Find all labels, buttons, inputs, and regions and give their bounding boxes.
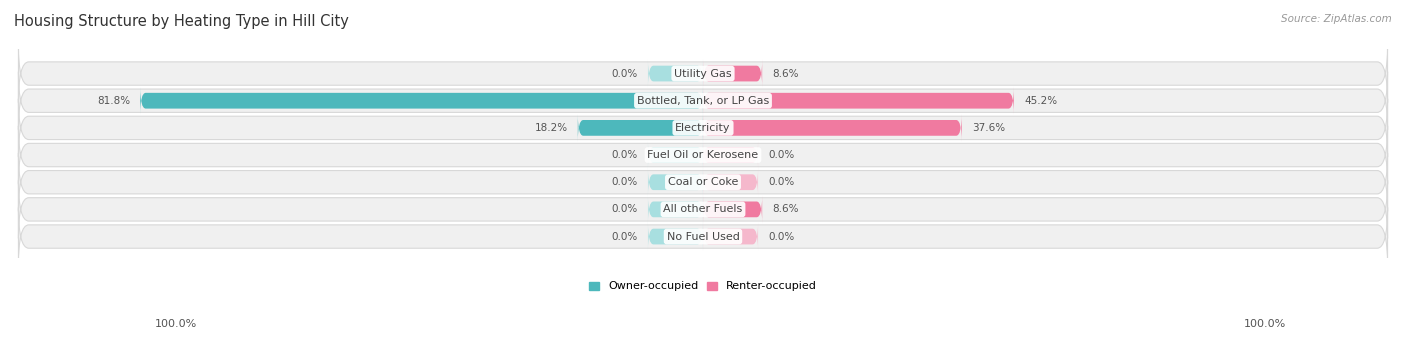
Text: 18.2%: 18.2% [534, 123, 568, 133]
FancyBboxPatch shape [703, 87, 1014, 115]
Text: 0.0%: 0.0% [768, 177, 794, 187]
Text: 0.0%: 0.0% [612, 150, 638, 160]
Text: 0.0%: 0.0% [612, 232, 638, 241]
FancyBboxPatch shape [18, 207, 1388, 266]
Text: Bottled, Tank, or LP Gas: Bottled, Tank, or LP Gas [637, 96, 769, 106]
Text: 8.6%: 8.6% [772, 204, 799, 214]
Text: 37.6%: 37.6% [972, 123, 1005, 133]
Text: No Fuel Used: No Fuel Used [666, 232, 740, 241]
FancyBboxPatch shape [578, 114, 703, 142]
Text: 0.0%: 0.0% [612, 69, 638, 78]
Text: Fuel Oil or Kerosene: Fuel Oil or Kerosene [647, 150, 759, 160]
Text: 100.0%: 100.0% [1244, 319, 1286, 329]
Text: Electricity: Electricity [675, 123, 731, 133]
FancyBboxPatch shape [648, 223, 703, 250]
FancyBboxPatch shape [648, 60, 703, 87]
FancyBboxPatch shape [18, 44, 1388, 103]
Text: Coal or Coke: Coal or Coke [668, 177, 738, 187]
FancyBboxPatch shape [703, 60, 762, 87]
Text: 8.6%: 8.6% [772, 69, 799, 78]
FancyBboxPatch shape [141, 87, 703, 115]
FancyBboxPatch shape [648, 168, 703, 196]
FancyBboxPatch shape [703, 114, 962, 142]
Text: 0.0%: 0.0% [612, 177, 638, 187]
FancyBboxPatch shape [703, 223, 758, 250]
FancyBboxPatch shape [703, 195, 762, 223]
Text: All other Fuels: All other Fuels [664, 204, 742, 214]
FancyBboxPatch shape [18, 180, 1388, 238]
FancyBboxPatch shape [18, 99, 1388, 157]
Text: Housing Structure by Heating Type in Hill City: Housing Structure by Heating Type in Hil… [14, 14, 349, 29]
FancyBboxPatch shape [18, 126, 1388, 184]
Text: 0.0%: 0.0% [612, 204, 638, 214]
Text: Utility Gas: Utility Gas [675, 69, 731, 78]
Text: 81.8%: 81.8% [97, 96, 129, 106]
Text: 100.0%: 100.0% [155, 319, 197, 329]
FancyBboxPatch shape [648, 195, 703, 223]
Legend: Owner-occupied, Renter-occupied: Owner-occupied, Renter-occupied [585, 277, 821, 296]
FancyBboxPatch shape [18, 72, 1388, 130]
Text: 0.0%: 0.0% [768, 232, 794, 241]
FancyBboxPatch shape [703, 168, 758, 196]
Text: Source: ZipAtlas.com: Source: ZipAtlas.com [1281, 14, 1392, 24]
FancyBboxPatch shape [648, 141, 703, 169]
Text: 0.0%: 0.0% [768, 150, 794, 160]
FancyBboxPatch shape [18, 153, 1388, 211]
Text: 45.2%: 45.2% [1025, 96, 1057, 106]
FancyBboxPatch shape [703, 141, 758, 169]
